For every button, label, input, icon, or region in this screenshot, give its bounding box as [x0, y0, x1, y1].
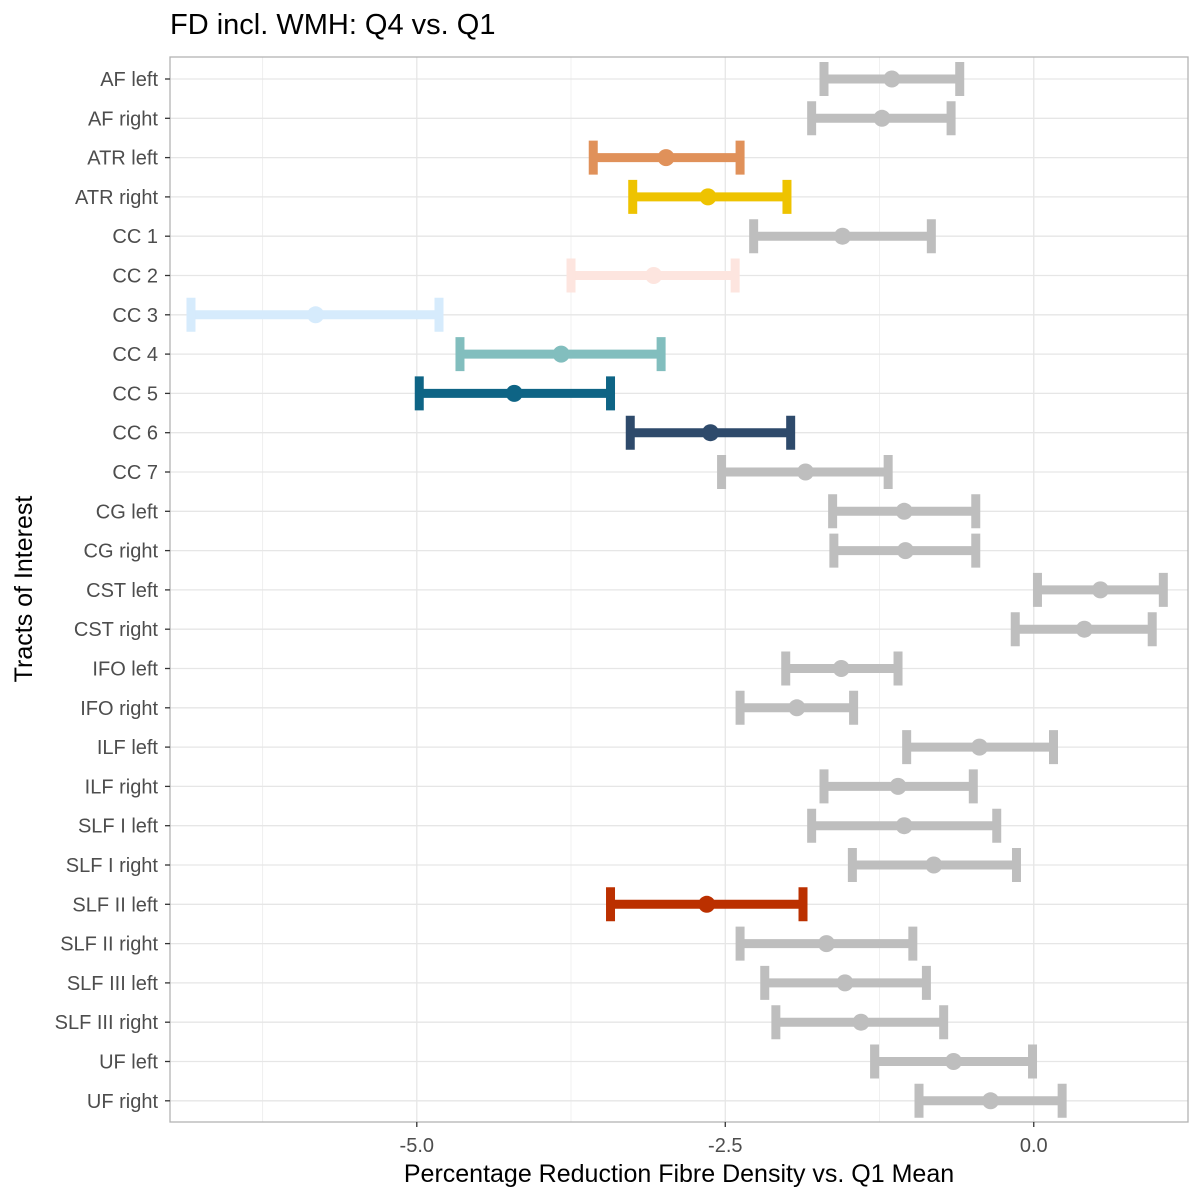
point-estimate [1091, 581, 1109, 599]
x-axis: -5.0 -2.5 0.0 [400, 1122, 1048, 1157]
errorbar-af-left [819, 62, 965, 96]
errorbar-cc-3 [186, 297, 444, 332]
errorbar-ilf-left [902, 730, 1059, 765]
errorbar-cc-1 [749, 219, 936, 254]
x-tick-label: 0.0 [1020, 1135, 1048, 1157]
errorbar-cc-7 [717, 455, 893, 489]
point-estimate [945, 1053, 963, 1070]
point-estimate [895, 817, 913, 835]
point-estimate [852, 1013, 870, 1031]
y-tick-label-slf-i-right: SLF I right [66, 855, 159, 877]
point-estimate [796, 463, 814, 481]
point-estimate [552, 345, 570, 363]
y-tick-label-cc-3: CC 3 [112, 305, 158, 327]
y-tick-label-cc-6: CC 6 [112, 423, 158, 445]
y-tick-label-cst-right: CST right [74, 619, 159, 641]
point-estimate [883, 70, 901, 88]
errorbar-ifo-right [735, 690, 859, 725]
errorbar-cc-5 [414, 376, 616, 411]
error-bars [186, 62, 1168, 1118]
point-estimate [699, 188, 717, 206]
y-tick-label-ilf-right: ILF right [85, 776, 159, 798]
point-estimate [701, 424, 719, 442]
x-tick-label: -5.0 [400, 1135, 434, 1157]
point-estimate [657, 149, 675, 167]
errorbar-uf-right [914, 1083, 1067, 1118]
y-tick-label-uf-right: UF right [87, 1091, 159, 1113]
point-estimate [982, 1092, 1000, 1110]
errorbar-slf-i-left [807, 808, 1002, 843]
errorbar-cg-right [829, 533, 981, 568]
y-tick-label-ifo-left: IFO left [92, 659, 158, 681]
errorbar-ilf-right [819, 769, 978, 804]
errorbar-slf-iii-right [771, 1005, 949, 1040]
errorbar-slf-ii-right [735, 926, 918, 961]
point-estimate [1075, 620, 1093, 638]
y-axis: AF left AF right ATR left ATR right CC 1 CC 2… [55, 69, 170, 1113]
errorbar-atr-right [628, 179, 792, 214]
y-tick-label-cc-2: CC 2 [112, 266, 158, 288]
point-estimate [836, 974, 854, 992]
y-tick-label-cg-right: CG right [84, 541, 159, 563]
y-tick-label-slf-i-left: SLF I left [78, 816, 158, 838]
y-tick-label-ilf-left: ILF left [97, 737, 159, 759]
point-estimate [645, 267, 663, 284]
point-estimate [925, 856, 943, 874]
errorbar-slf-ii-left [606, 887, 808, 922]
y-tick-label-cst-left: CST left [86, 580, 158, 602]
errorbar-uf-left [870, 1044, 1038, 1079]
errorbar-af-right [807, 101, 956, 136]
point-estimate [832, 660, 850, 677]
point-estimate [970, 738, 988, 756]
point-estimate [817, 935, 835, 953]
errorbar-atr-left [588, 140, 745, 175]
point-estimate [873, 109, 891, 127]
point-estimate [698, 895, 716, 913]
y-tick-label-slf-iii-right: SLF III right [55, 1012, 159, 1034]
x-axis-title: Percentage Reduction Fibre Density vs. Q… [404, 1160, 954, 1188]
point-estimate [896, 542, 914, 560]
y-tick-label-cc-4: CC 4 [112, 344, 158, 366]
y-tick-label-af-right: AF right [88, 108, 158, 130]
errorbar-ifo-left [781, 651, 903, 686]
y-tick-label-atr-left: ATR left [87, 148, 158, 170]
errorbar-cst-left [1032, 572, 1168, 607]
chart-title: FD incl. WMH: Q4 vs. Q1 [170, 9, 495, 41]
point-estimate [833, 227, 851, 245]
point-estimate [788, 699, 806, 717]
errorbar-cst-right [1010, 612, 1157, 647]
errorbar-cg-left [828, 494, 981, 529]
y-tick-label-slf-ii-left: SLF II left [72, 894, 158, 916]
point-estimate [895, 502, 913, 520]
y-tick-label-ifo-right: IFO right [80, 698, 158, 720]
point-estimate [889, 777, 907, 795]
y-tick-label-af-left: AF left [100, 69, 158, 91]
y-tick-label-cc-5: CC 5 [112, 383, 158, 405]
y-tick-label-atr-right: ATR right [75, 187, 158, 209]
y-tick-label-slf-ii-right: SLF II right [60, 934, 158, 956]
point-estimate [505, 384, 523, 402]
x-tick-label: -2.5 [708, 1135, 742, 1157]
errorbar-slf-i-right [847, 848, 1021, 882]
y-tick-label-uf-left: UF left [99, 1052, 158, 1074]
y-tick-label-cg-left: CG left [96, 501, 159, 523]
y-tick-label-slf-iii-left: SLF III left [67, 973, 159, 995]
errorbar-cc-6 [625, 415, 796, 450]
errorbar-cc-4 [455, 337, 666, 372]
y-axis-title: Tracts of Interest [10, 496, 38, 683]
point-estimate [307, 306, 325, 324]
errorbar-cc-2 [566, 258, 740, 293]
errorbar-slf-iii-left [760, 965, 931, 1000]
y-tick-label-cc-7: CC 7 [112, 462, 158, 484]
y-tick-label-cc-1: CC 1 [112, 226, 158, 248]
